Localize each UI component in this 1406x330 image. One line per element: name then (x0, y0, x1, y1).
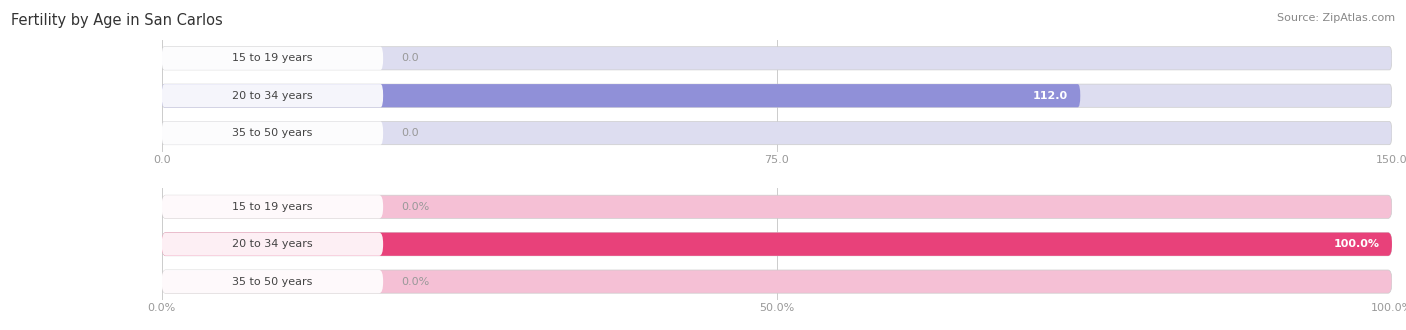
Text: 100.0%: 100.0% (1334, 239, 1379, 249)
FancyBboxPatch shape (162, 270, 382, 293)
FancyBboxPatch shape (162, 270, 1392, 293)
Text: 20 to 34 years: 20 to 34 years (232, 239, 312, 249)
FancyBboxPatch shape (162, 233, 1392, 256)
Text: 20 to 34 years: 20 to 34 years (232, 91, 312, 101)
FancyBboxPatch shape (162, 195, 382, 218)
Text: Source: ZipAtlas.com: Source: ZipAtlas.com (1277, 13, 1395, 23)
FancyBboxPatch shape (162, 233, 382, 256)
Text: 35 to 50 years: 35 to 50 years (232, 277, 312, 286)
Text: 112.0: 112.0 (1033, 91, 1069, 101)
FancyBboxPatch shape (162, 47, 382, 70)
Text: 0.0%: 0.0% (402, 277, 430, 286)
FancyBboxPatch shape (162, 84, 1392, 107)
Text: 15 to 19 years: 15 to 19 years (232, 202, 312, 212)
Text: Fertility by Age in San Carlos: Fertility by Age in San Carlos (11, 13, 224, 28)
FancyBboxPatch shape (162, 84, 382, 107)
FancyBboxPatch shape (162, 195, 1392, 218)
Text: 35 to 50 years: 35 to 50 years (232, 128, 312, 138)
Text: 0.0%: 0.0% (402, 202, 430, 212)
Text: 0.0: 0.0 (402, 128, 419, 138)
FancyBboxPatch shape (162, 84, 1080, 107)
Text: 0.0: 0.0 (402, 53, 419, 63)
Text: 15 to 19 years: 15 to 19 years (232, 53, 312, 63)
FancyBboxPatch shape (162, 121, 1392, 145)
FancyBboxPatch shape (162, 121, 382, 145)
FancyBboxPatch shape (162, 233, 1392, 256)
FancyBboxPatch shape (162, 47, 1392, 70)
